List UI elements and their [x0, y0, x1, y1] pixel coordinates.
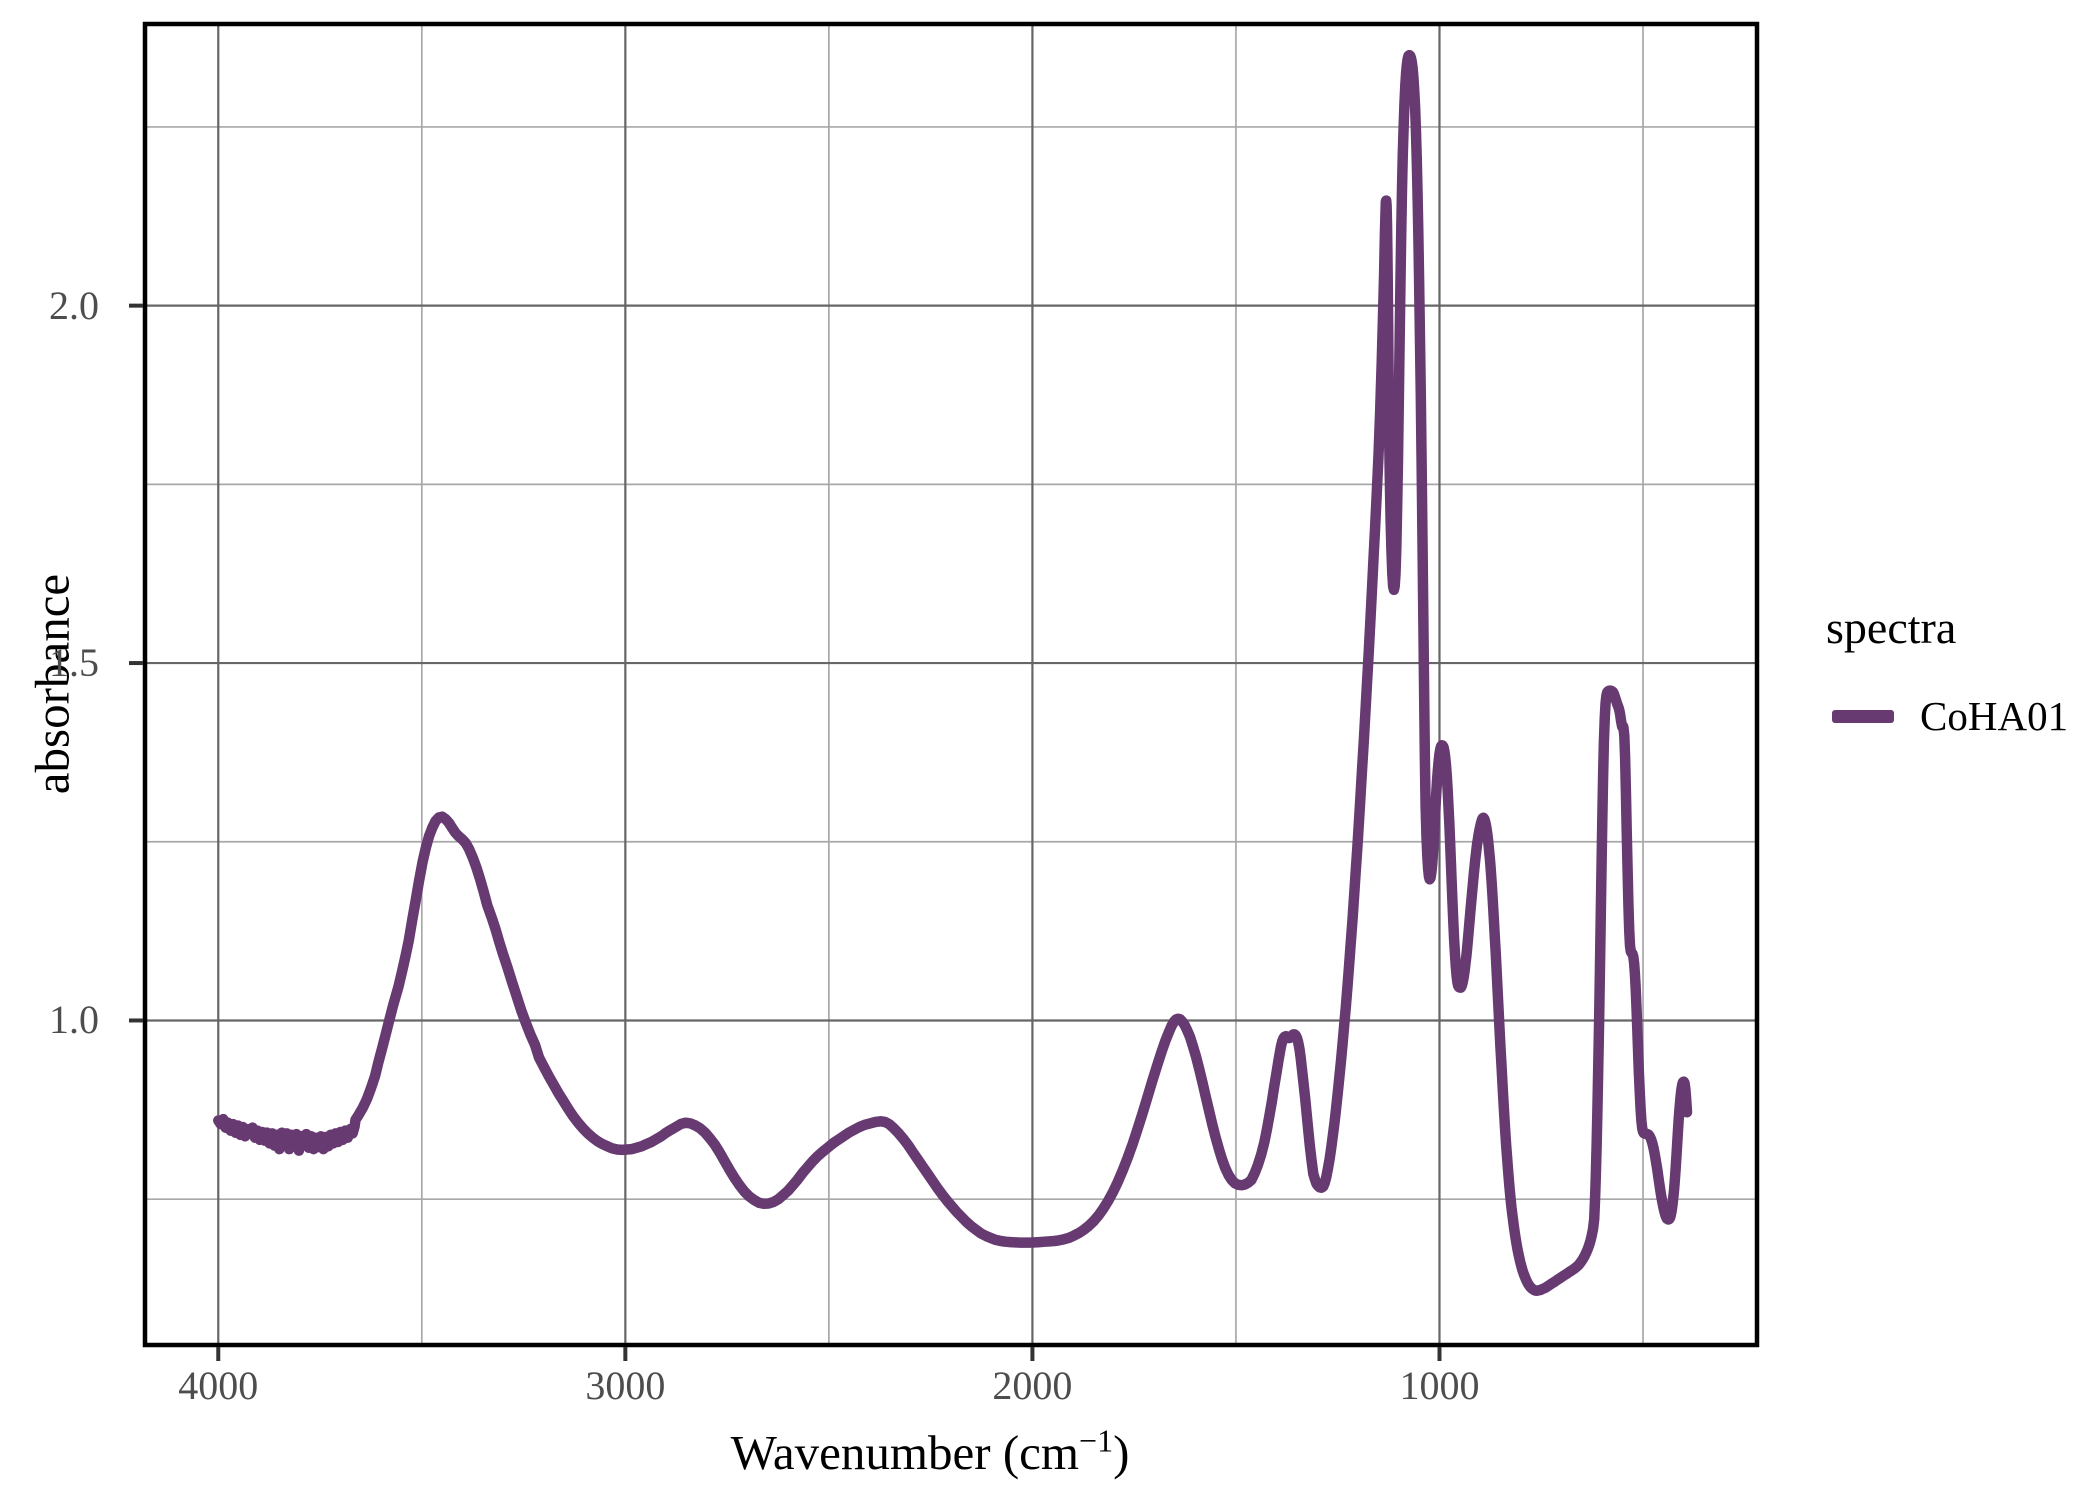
x-tick-label-4000: 4000	[178, 1363, 259, 1408]
x-tick-label-3000: 3000	[585, 1363, 666, 1408]
panel-border	[142, 21, 1760, 1348]
spectrum-line-CoHA01[interactable]	[213, 49, 1693, 1296]
y-tick-label-1.5: 1.5	[49, 640, 99, 686]
y-tick-label-1.0: 1.0	[49, 997, 99, 1043]
x-axis-title-row: Wavenumber (cm−1)	[0, 1424, 2100, 1481]
legend-line-swatch	[1832, 709, 1894, 723]
x-axis-title-suffix: )	[1113, 1425, 1130, 1480]
legend: spectra CoHA01	[1826, 600, 2068, 739]
legend-title: spectra	[1826, 602, 1957, 653]
x-axis-title-text: Wavenumber (cm	[730, 1425, 1080, 1480]
legend-entry[interactable]: CoHA01	[1826, 692, 2068, 740]
x-axis-title: Wavenumber (cm−1)	[731, 1424, 1130, 1481]
legend-entry-label: CoHA01	[1920, 693, 2069, 739]
y-tick-label-2.0: 2.0	[49, 282, 99, 328]
x-tick-label-2000: 2000	[992, 1363, 1073, 1408]
x-tick-label-1000: 1000	[1399, 1363, 1480, 1408]
x-axis-title-superscript: −1	[1079, 1422, 1114, 1459]
